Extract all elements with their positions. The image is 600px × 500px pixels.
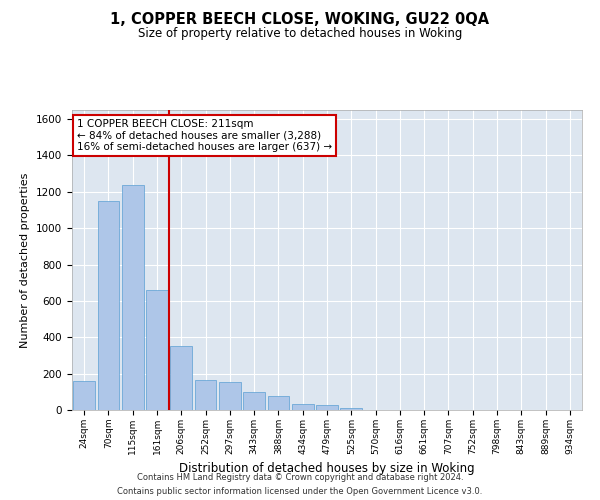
X-axis label: Distribution of detached houses by size in Woking: Distribution of detached houses by size … [179, 462, 475, 475]
Text: Contains public sector information licensed under the Open Government Licence v3: Contains public sector information licen… [118, 486, 482, 496]
Text: Size of property relative to detached houses in Woking: Size of property relative to detached ho… [138, 28, 462, 40]
Text: 1 COPPER BEECH CLOSE: 211sqm
← 84% of detached houses are smaller (3,288)
16% of: 1 COPPER BEECH CLOSE: 211sqm ← 84% of de… [77, 119, 332, 152]
Bar [316, 404, 338, 410]
Bar [146, 290, 168, 410]
Bar [268, 396, 289, 410]
Bar [292, 404, 314, 410]
Bar [122, 184, 143, 410]
Bar [73, 381, 95, 410]
Y-axis label: Number of detached properties: Number of detached properties [20, 172, 31, 348]
Bar [170, 346, 192, 410]
Bar [219, 382, 241, 410]
Text: Contains HM Land Registry data © Crown copyright and database right 2024.: Contains HM Land Registry data © Crown c… [137, 473, 463, 482]
Bar [194, 380, 217, 410]
Bar [340, 408, 362, 410]
Text: 1, COPPER BEECH CLOSE, WOKING, GU22 0QA: 1, COPPER BEECH CLOSE, WOKING, GU22 0QA [110, 12, 490, 28]
Bar [97, 201, 119, 410]
Bar [243, 392, 265, 410]
